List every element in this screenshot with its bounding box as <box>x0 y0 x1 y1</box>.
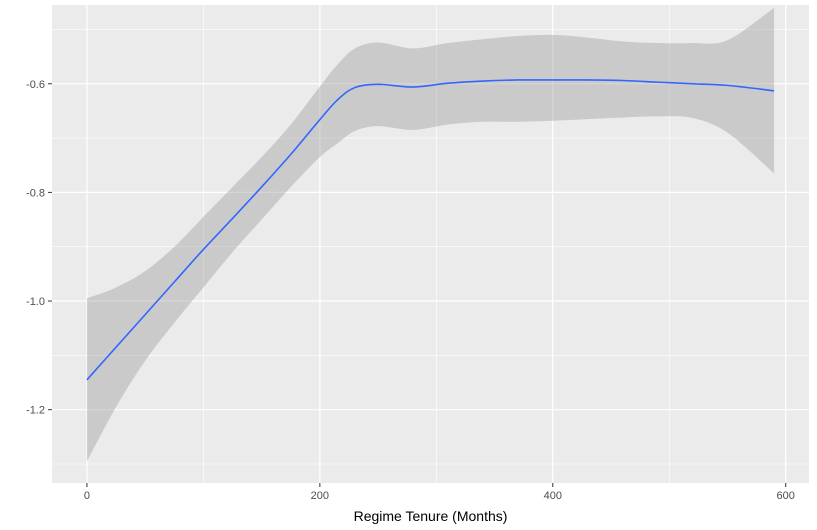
x-tick-label: 0 <box>84 490 90 502</box>
x-tick-label: 600 <box>777 490 795 502</box>
smooth-line <box>86 79 775 381</box>
confidence-band <box>86 7 775 462</box>
y-tick-label: -1.0 <box>26 296 45 308</box>
x-axis-title: Regime Tenure (Months) <box>354 508 508 524</box>
y-axis-ticks: -1.2 -1.0 -0.8 -0.6 <box>26 79 52 417</box>
y-tick-label: -0.6 <box>26 79 45 91</box>
major-gridlines <box>52 5 809 483</box>
y-tick-label: -1.2 <box>26 405 45 417</box>
x-tick-label: 400 <box>544 490 562 502</box>
x-axis-ticks: 0 200 400 600 <box>84 483 795 502</box>
minor-gridlines <box>52 5 809 483</box>
x-tick-label: 200 <box>311 490 329 502</box>
y-tick-label: -0.8 <box>26 187 45 199</box>
